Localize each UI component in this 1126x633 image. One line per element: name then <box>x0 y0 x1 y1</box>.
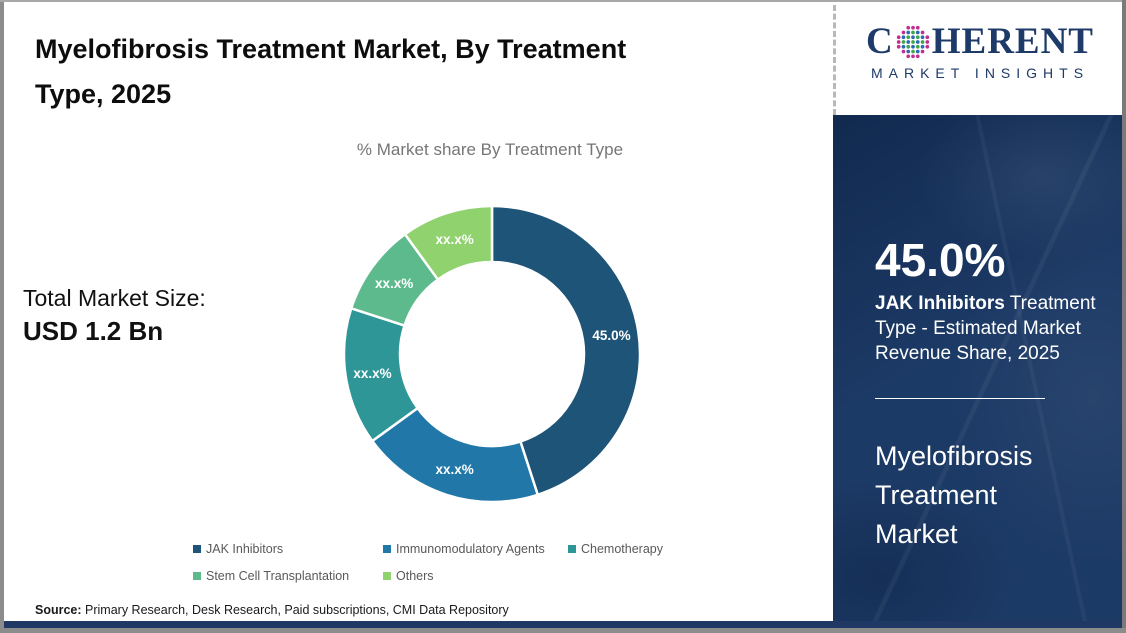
logo-globe-dot <box>906 54 910 59</box>
logo-globe-dot <box>910 49 915 54</box>
logo-text-suffix: HERENT <box>931 21 1094 62</box>
logo-globe-dot <box>896 40 901 44</box>
logo-globe-dot <box>910 40 915 44</box>
chart-legend: JAK Inhibitors Immunomodulatory Agents C… <box>193 542 793 583</box>
donut-slice-label-1: xx.x% <box>435 462 473 477</box>
bottom-accent-bar <box>0 621 1126 628</box>
logo-globe-dot <box>915 35 920 40</box>
donut-slice-label-0: 45.0% <box>592 328 630 343</box>
logo-globe-dot <box>910 44 915 49</box>
donut-slice-0 <box>490 204 642 497</box>
logo-globe-dot <box>910 35 915 40</box>
donut-slice-4 <box>403 204 494 281</box>
logo-globe-dot <box>896 35 901 40</box>
logo-globe-dot <box>915 40 920 44</box>
logo-globe-dot <box>915 25 920 30</box>
source-note: Source: Primary Research, Desk Research,… <box>35 603 509 617</box>
logo-subtitle: MARKET INSIGHTS <box>870 65 1090 81</box>
stat-description-bold: JAK Inhibitors <box>875 293 1005 314</box>
logo-dashed-separator <box>833 5 836 115</box>
logo-globe-dot <box>896 44 901 49</box>
stat-description: JAK Inhibitors Treatment Type - Estimate… <box>875 291 1101 366</box>
logo-globe-dot <box>906 25 910 30</box>
stats-panel-divider <box>875 398 1045 399</box>
logo-globe-dot <box>920 35 925 40</box>
chart-title: % Market share By Treatment Type <box>356 140 624 159</box>
logo-globe-dot <box>901 40 906 44</box>
logo-globe-dot <box>915 54 920 59</box>
legend-item-jak-inhibitors: JAK Inhibitors <box>193 542 383 556</box>
legend-swatch-jak-inhibitors <box>193 545 201 553</box>
total-market-size: Total Market Size: USD 1.2 Bn <box>23 283 206 348</box>
donut-chart-svg: 45.0% xx.x% xx.x% xx.x% xx.x% <box>342 204 642 504</box>
stat-description-rest: Treatment Type - Estimated Market Revenu… <box>875 293 1096 364</box>
legend-swatch-stem-cell-transplantation <box>193 572 201 580</box>
donut-slice-label-3: xx.x% <box>375 276 413 291</box>
logo-globe-dot <box>901 35 906 40</box>
brand-logo: C HERENT MARKET INSIGHTS <box>846 22 1114 110</box>
stats-panel: 45.0% JAK Inhibitors Treatment Type - Es… <box>833 115 1122 628</box>
page-title-line2: Type, 2025 <box>35 79 172 109</box>
logo-globe-dot <box>910 54 915 59</box>
logo-globe-dot <box>915 30 920 35</box>
brand-logo-wordmark: C HERENT <box>846 22 1114 62</box>
page-title: Myelofibrosis Treatment Market, By Treat… <box>35 27 815 117</box>
stat-big-value: 45.0% <box>875 234 1006 286</box>
logo-globe-dot <box>920 40 925 44</box>
logo-globe-dot <box>915 44 920 49</box>
source-label: Source: <box>35 603 82 617</box>
logo-text-prefix: C <box>866 21 894 62</box>
legend-swatch-others <box>383 572 391 580</box>
total-market-size-value: USD 1.2 Bn <box>23 316 164 346</box>
logo-globe-dot <box>925 35 929 40</box>
legend-item-chemotherapy: Chemotherapy <box>568 542 793 556</box>
legend-swatch-chemotherapy <box>568 545 576 553</box>
legend-item-stem-cell-transplantation: Stem Cell Transplantation <box>193 569 383 583</box>
legend-label: Others <box>396 569 434 583</box>
report-title-line3: Market <box>875 519 958 549</box>
logo-globe-dot <box>925 44 929 49</box>
frame-border-right <box>1122 0 1126 633</box>
logo-globe-dot <box>910 30 915 35</box>
donut-slice-label-2: xx.x% <box>353 366 391 381</box>
frame-border-bottom <box>0 628 1126 633</box>
logo-globe-dot <box>906 35 910 40</box>
logo-globe-dot <box>906 40 910 44</box>
legend-item-others: Others <box>383 569 568 583</box>
logo-globe-dot <box>915 49 920 54</box>
logo-globe-dot <box>906 49 910 54</box>
legend-swatch-immunomodulatory-agents <box>383 545 391 553</box>
logo-globe-dot <box>901 49 906 54</box>
legend-label: Stem Cell Transplantation <box>206 569 350 583</box>
report-title-line1: Myelofibrosis <box>875 441 1033 471</box>
report-title-line2: Treatment <box>875 480 998 510</box>
frame-border-left <box>0 0 4 633</box>
legend-item-immunomodulatory-agents: Immunomodulatory Agents <box>383 542 568 556</box>
logo-globe-dot <box>901 44 906 49</box>
source-text: Primary Research, Desk Research, Paid su… <box>85 603 509 617</box>
donut-slice-label-4: xx.x% <box>435 232 473 247</box>
report-title: Myelofibrosis Treatment Market <box>875 437 1080 554</box>
frame-border-top <box>0 0 1126 2</box>
logo-globe-dot <box>901 30 906 35</box>
logo-globe-dot <box>925 40 929 44</box>
total-market-size-label: Total Market Size: <box>23 285 206 311</box>
page-title-line1: Myelofibrosis Treatment Market, By Treat… <box>35 34 627 64</box>
logo-globe-dot <box>906 44 910 49</box>
legend-label: Chemotherapy <box>581 542 663 556</box>
legend-label: JAK Inhibitors <box>206 542 284 556</box>
logo-globe-dot <box>910 25 915 30</box>
logo-globe-dot <box>906 30 910 35</box>
logo-globe-icon <box>896 25 929 59</box>
logo-globe-dot <box>920 44 925 49</box>
logo-globe-dot <box>920 49 925 54</box>
logo-globe-dot <box>920 30 925 35</box>
legend-label: Immunomodulatory Agents <box>396 542 545 556</box>
donut-chart: 45.0% xx.x% xx.x% xx.x% xx.x% <box>332 194 652 514</box>
